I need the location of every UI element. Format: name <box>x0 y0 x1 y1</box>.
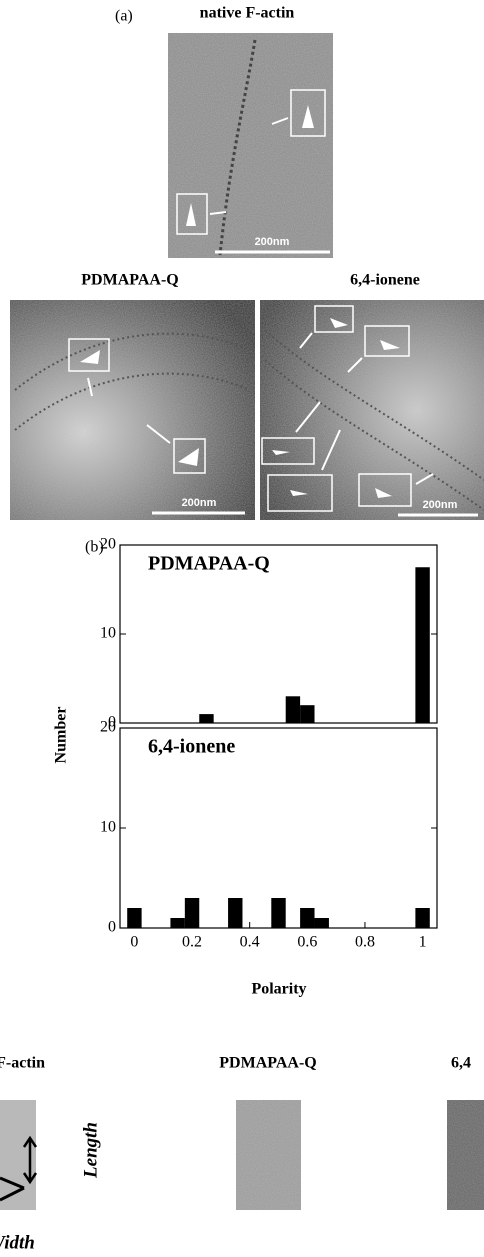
x-tick-label: 0.4 <box>240 934 260 951</box>
micrograph: 200nm <box>10 300 255 520</box>
image-title: native F-actin <box>200 5 295 22</box>
x-tick-label: 0.2 <box>182 934 202 951</box>
scale-label: 200nm <box>182 497 217 509</box>
bar <box>127 908 141 928</box>
chart-title: PDMAPAA-Q <box>148 553 270 575</box>
y-tick-label: 20 <box>100 719 116 736</box>
x-tick-label: 1 <box>419 934 427 951</box>
panel-label: (a) <box>115 8 133 25</box>
image-title: PDMAPAA-Q <box>81 272 178 289</box>
scale-label: 200nm <box>423 499 458 511</box>
y-axis-label: Number <box>53 707 70 764</box>
bar <box>415 567 429 723</box>
y-tick-label: 0 <box>108 919 116 936</box>
bar <box>315 918 329 928</box>
x-tick-label: 0.8 <box>355 934 375 951</box>
scale-label: 200nm <box>255 236 290 248</box>
dimension-label: Width <box>0 1232 35 1253</box>
bar <box>170 918 184 928</box>
bar <box>415 908 429 928</box>
chart-title: 6,4-ionene <box>148 736 235 758</box>
bar <box>199 714 213 723</box>
y-tick-label: 10 <box>100 819 116 836</box>
image-title: native F-actin <box>0 1055 45 1072</box>
bar <box>185 898 199 928</box>
page: (a) native F-actin 200nm PDMAPAA-Q 6,4-i… <box>0 0 484 1257</box>
dimension-label: Length <box>80 1122 101 1179</box>
y-tick-label: 20 <box>100 536 116 553</box>
y-tick-label: 10 <box>100 625 116 642</box>
bar <box>300 908 314 928</box>
bar <box>271 898 285 928</box>
image-title: 6,4 <box>451 1055 471 1072</box>
figure: (a) native F-actin 200nm PDMAPAA-Q 6,4-i… <box>0 0 484 1257</box>
bar <box>300 705 314 723</box>
x-tick-label: 0.6 <box>297 934 317 951</box>
image-title: PDMAPAA-Q <box>219 1055 316 1072</box>
bar <box>286 696 300 723</box>
x-tick-label: 0 <box>130 934 138 951</box>
x-axis-label: Polarity <box>251 981 306 998</box>
cropped-images <box>0 1100 484 1210</box>
micrograph: 200nm <box>168 33 333 258</box>
bar <box>228 898 242 928</box>
image-title: 6,4-ionene <box>350 272 420 289</box>
micrograph: 200nm <box>260 300 484 520</box>
